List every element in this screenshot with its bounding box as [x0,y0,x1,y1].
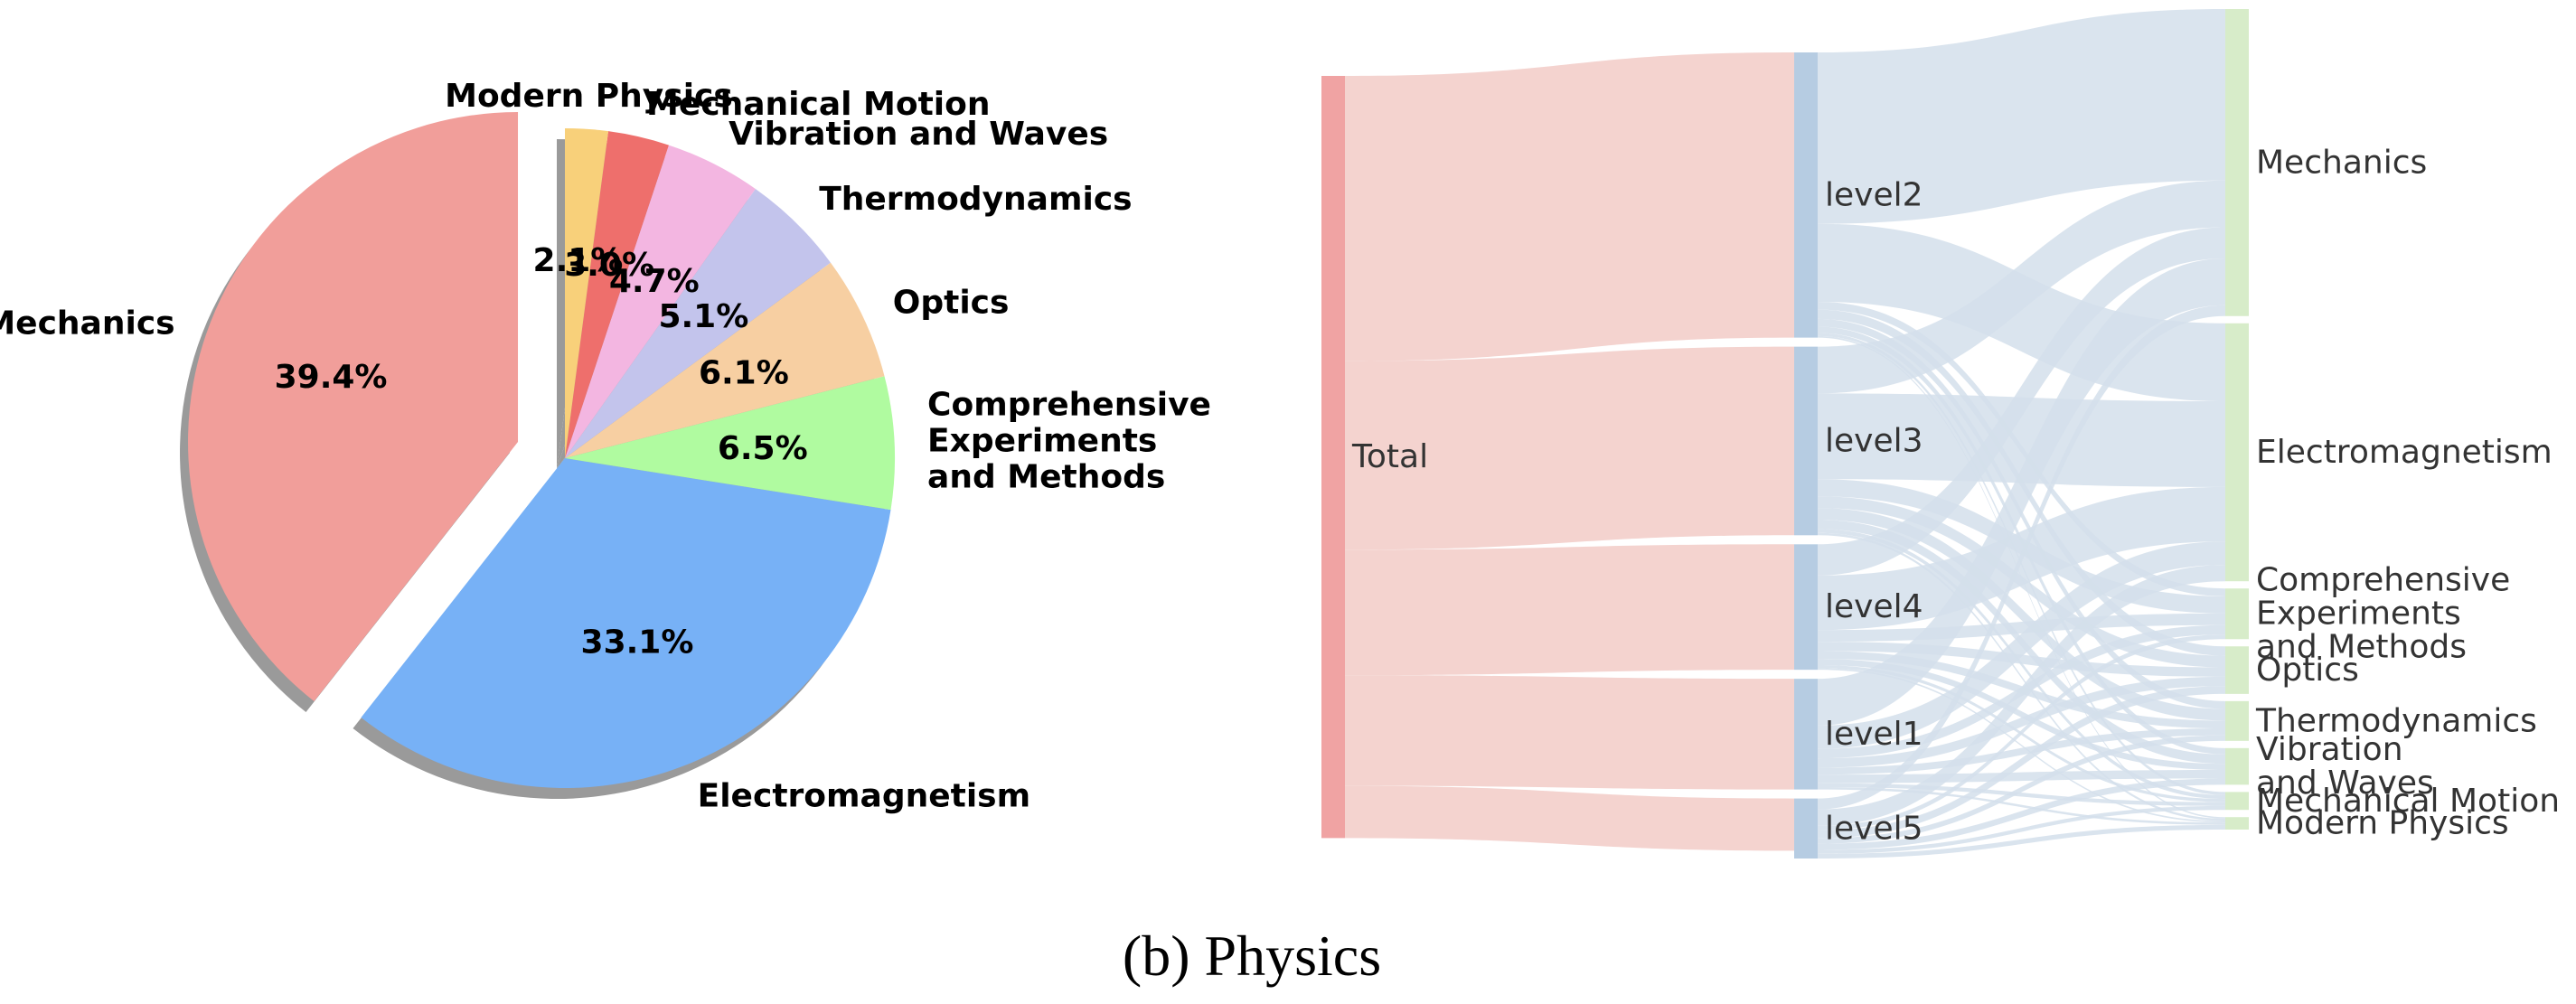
pie-label-modern-physics: Modern Physics [445,78,733,115]
sankey-node-level1 [1794,679,1818,790]
sankey-link-level5-em [1818,565,2225,826]
pie-chart: 39.4% 33.1% 6.5% 6.1% 5.1%4.7%3.0%2.1% Mechan… [0,78,1211,814]
sankey-node-electromagnetism [2225,323,2249,582]
pie-slice-electromagnetism [361,458,891,789]
sankey-node-thermodynamics [2225,700,2249,741]
pie-slice-comprehensive-experiments-and-methods [565,376,895,511]
pie-slice-optics [565,262,885,458]
sankey-node-optics [2225,646,2249,694]
pie-label-comprehensive-experiments-and-methods: Comprehensive Experiments and Methods [927,387,1211,496]
pie-pct-label-mechanical-motion: 3.0% [564,247,654,284]
pie-pct-label-vibration-and-waves: 4.7% [609,263,700,300]
sankey-link-total-level5 [1345,785,1794,851]
pie-label-electromagnetism: Electromagnetism [698,777,1030,814]
sankey-link-level5-mm [1818,805,2225,854]
sankey-link-level3-mech [1818,180,2225,394]
sankey-link-level4-mech [1818,227,2225,576]
sankey-link-total-level2 [1345,52,1794,361]
pie-slice-mechanical-motion [565,131,669,458]
sankey-node-level3 [1794,346,1818,536]
sankey-link-level4-vib [1818,659,2225,770]
sankey-link-level3-mm [1818,529,2225,800]
sankey-node-level4 [1794,544,1818,671]
sankey-link-level2-mech [1818,9,2225,224]
sankey-node-total [1321,76,1345,839]
sankey-node-mechanics [2225,9,2249,316]
pie-label-mechanical-motion: Mechanical Motion [646,86,990,123]
sankey-node-label-comprehensive-experiments-and-methods: Comprehensive Experiments and Methods [2256,562,2510,666]
sankey-link-level1-opt [1818,676,2225,768]
sankey-link-level1-thermo [1818,728,2225,775]
sankey-links [1345,9,2225,859]
pie-slice-thermodynamics [565,189,831,458]
pie-slice-mechanics [188,112,519,702]
figure-caption: (b) Physics [1123,924,1381,988]
pie-pct-label-electromagnetism: 33.1% [581,624,694,661]
sankey-node-label-level4: level4 [1825,588,1923,625]
sankey-node-label-level2: level2 [1825,176,1923,213]
sankey-node-label-total: Total [1351,438,1428,475]
pie-pct-label-comprehensive-experiments-and-methods: 6.5% [718,430,808,467]
sankey-chart: Total level2 level3 level4 level1 level5 Mecha… [1321,9,2560,859]
sankey-node-label-mechanical-motion: Mechanical Motion [2256,783,2560,820]
sankey-link-level4-mp [1818,668,2225,823]
sankey-node-mechanical-motion [2225,792,2249,811]
sankey-link-total-level1 [1345,675,1794,790]
sankey-node-modern-physics [2225,817,2249,830]
pie-label-thermodynamics: Thermodynamics [819,181,1132,218]
pie-label-mechanics: Mechanics [0,305,175,342]
sankey-node-label-level3: level3 [1825,422,1923,459]
sankey-node-label-optics: Optics [2256,652,2359,689]
sankey-link-level5-mech [1818,305,2225,810]
sankey-link-level1-em [1818,541,2225,749]
pie-slice-modern-physics [565,128,609,458]
sankey-link-level1-mp [1818,787,2225,825]
sankey-link-level1-mech [1818,258,2225,726]
sankey-node-vibration-and-waves [2225,747,2249,785]
sankey-link-total-level4 [1345,544,1794,676]
sankey-link-level1-vib [1818,769,2225,783]
sankey-node-label-mechanics: Mechanics [2256,144,2427,181]
sankey-link-level5-thermo [1818,735,2225,844]
sankey-node-level5 [1794,798,1818,859]
sankey-link-level2-em [1818,223,2225,401]
sankey-node-level2 [1794,52,1818,338]
sankey-link-level5-vib [1818,778,2225,850]
sankey-link-level5-comp [1818,634,2225,830]
sankey-link-level5-opt [1818,686,2225,839]
sankey-node-label-level5: level5 [1825,810,1923,847]
sankey-node-label-modern-physics: Modern Physics [2256,805,2509,842]
sankey-link-level5-mp [1818,824,2225,859]
sankey-link-level3-mp [1818,532,2225,821]
sankey-node-label-vibration-and-waves: Vibration and Waves [2256,731,2434,802]
pie-pct-label-thermodynamics: 5.1% [658,298,748,335]
sankey-link-level3-thermo [1818,508,2225,721]
sankey-node-label-electromagnetism: Electromagnetism [2256,434,2552,471]
sankey-link-level3-em [1818,393,2225,487]
pie-pct-label-optics: 6.1% [699,355,789,392]
pie-slice-vibration-and-waves [565,145,756,459]
pie-pct-label-modern-physics: 2.1% [533,242,624,279]
pie-pct-label-mechanics: 39.4% [275,359,388,396]
pie-label-optics: Optics [893,284,1010,321]
sankey-node-comprehensive-experiments-and-methods [2225,588,2249,640]
pie-label-vibration-and-waves: Vibration and Waves [729,116,1108,153]
sankey-node-label-thermodynamics: Thermodynamics [2255,702,2537,739]
sankey-node-label-level1: level1 [1825,716,1923,753]
sankey-link-total-level3 [1345,346,1794,550]
